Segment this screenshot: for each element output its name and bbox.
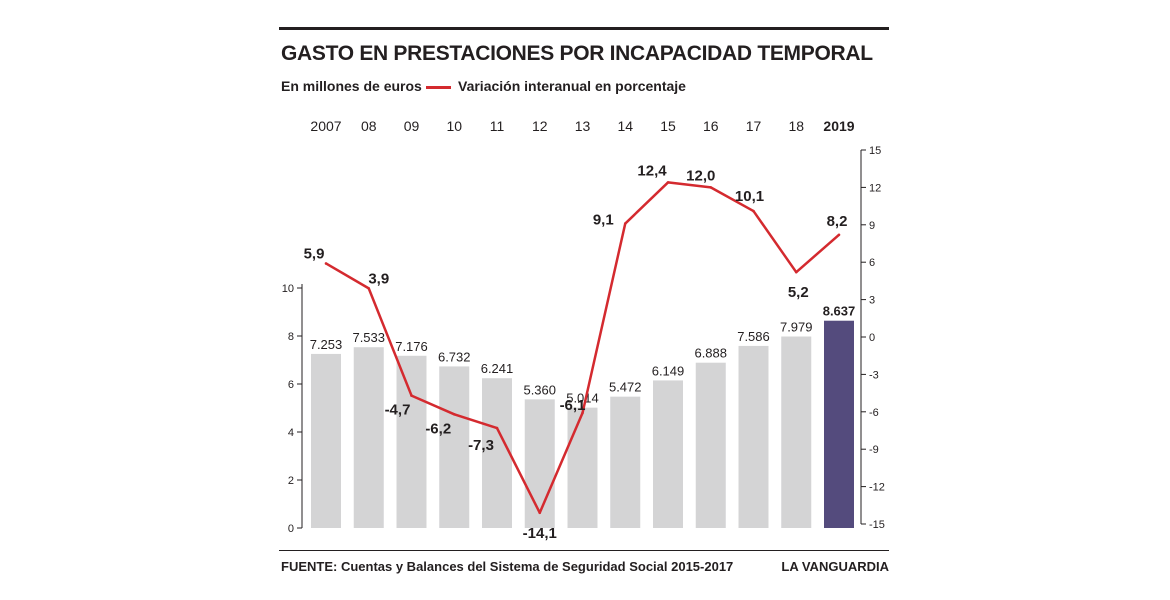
bar-value-label: 7.253 [310, 337, 343, 352]
category-label: 09 [404, 118, 420, 134]
line-value-label: 12,0 [686, 167, 715, 184]
bar-value-label: 7.176 [395, 339, 428, 354]
line-value-label: 12,4 [637, 162, 667, 179]
bar [567, 407, 598, 528]
right-axis-tick-label: 12 [869, 182, 881, 194]
category-label: 15 [660, 118, 676, 134]
bar [524, 399, 555, 528]
bar-value-label: 7.979 [780, 320, 813, 335]
bar-value-label: 6.888 [694, 346, 727, 361]
line-value-label: 9,1 [593, 212, 614, 229]
line-point [367, 287, 371, 290]
line-point [623, 222, 627, 225]
line-value-label: 5,2 [788, 284, 809, 301]
left-axis-tick-label: 10 [282, 283, 294, 295]
bar [439, 366, 470, 528]
bar-value-label: 8.637 [823, 304, 856, 319]
category-label: 18 [788, 118, 804, 134]
line-point [752, 209, 755, 213]
line-value-label: -6,1 [560, 397, 586, 414]
bar-value-label: 7.586 [737, 329, 770, 344]
line-point [495, 426, 499, 430]
top-rule [279, 27, 889, 30]
line-value-label: -6,2 [425, 420, 451, 437]
category-label: 16 [703, 118, 719, 134]
category-label: 11 [490, 118, 505, 134]
bar [482, 378, 512, 528]
bar-value-label: 5.360 [523, 382, 556, 397]
bottom-rule [279, 550, 889, 551]
line-point [666, 181, 670, 184]
category-label: 12 [532, 118, 548, 134]
right-axis-tick-label: 15 [869, 145, 881, 157]
right-axis-tick-label: -12 [869, 482, 885, 494]
legend-line-label: Variación interanual en porcentaje [458, 78, 686, 94]
line-point [452, 412, 456, 416]
category-label: 17 [746, 118, 762, 134]
left-axis-tick-label: 0 [288, 523, 294, 535]
bar-value-label: 7.533 [352, 330, 385, 345]
line-point [794, 270, 798, 274]
bar [781, 336, 812, 528]
chart-title: GASTO EN PRESTACIONES POR INCAPACIDAD TE… [281, 42, 873, 65]
right-axis-tick-label: 9 [869, 220, 875, 232]
right-axis-tick-label: 3 [869, 295, 875, 307]
category-label: 2007 [310, 118, 341, 134]
line-point [324, 262, 328, 265]
category-label: 08 [361, 118, 377, 134]
bar [695, 362, 726, 528]
bar-value-label: 5.014 [566, 391, 599, 406]
right-axis-tick-label: -6 [869, 407, 879, 419]
line-value-label: -7,3 [468, 437, 494, 454]
category-label: 2019 [823, 118, 854, 134]
line-value-label: -14,1 [523, 525, 557, 542]
bar [610, 396, 641, 528]
legend-bars-label: En millones de euros [281, 78, 422, 94]
bar [311, 353, 341, 528]
right-axis-tick-label: -3 [869, 369, 879, 381]
bar-value-label: 5.472 [609, 380, 642, 395]
bar [738, 345, 769, 528]
source-note: FUENTE: Cuentas y Balances del Sistema d… [281, 559, 734, 574]
brand-credit: LA VANGUARDIA [781, 559, 889, 574]
right-axis-tick-label: -15 [869, 519, 885, 531]
line-point [410, 394, 413, 397]
category-label: 14 [617, 118, 633, 134]
bar [396, 355, 427, 528]
right-axis-tick-label: 6 [869, 257, 875, 269]
line-point [538, 511, 542, 515]
line-point [581, 411, 584, 415]
line-value-label: 3,9 [368, 270, 389, 287]
category-label: 13 [575, 118, 591, 134]
right-axis-tick-label: -9 [869, 444, 879, 456]
line-value-label: 8,2 [827, 213, 848, 230]
left-axis-tick-label: 2 [288, 475, 294, 487]
left-axis-tick-label: 4 [288, 427, 294, 439]
bar [653, 380, 683, 528]
line-value-label: -4,7 [385, 402, 411, 419]
line-point [709, 186, 713, 189]
left-axis-tick-label: 8 [288, 331, 294, 343]
legend-line-swatch [426, 86, 451, 89]
right-axis-tick-label: 0 [869, 332, 875, 344]
line-value-label: 10,1 [735, 188, 764, 205]
bar-value-label: 6.149 [652, 363, 685, 378]
bar [824, 320, 854, 528]
bar-value-label: 6.241 [481, 361, 514, 376]
left-axis-tick-label: 6 [288, 379, 294, 391]
line-value-label: 5,9 [304, 245, 325, 262]
category-label: 10 [446, 118, 462, 134]
bar [353, 347, 384, 528]
line-point [837, 233, 841, 237]
bar-value-label: 6.732 [438, 349, 471, 364]
